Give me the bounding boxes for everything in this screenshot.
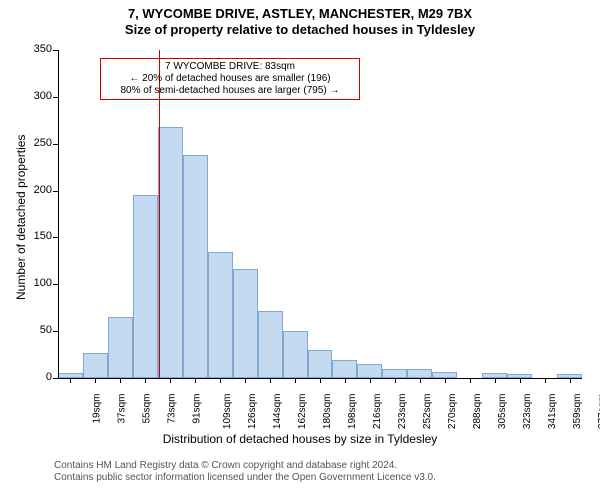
chart-title-line1: 7, WYCOMBE DRIVE, ASTLEY, MANCHESTER, M2… [0,6,600,21]
histogram-bar [233,269,258,378]
x-tick [245,378,246,383]
x-tick-label: 323sqm [522,394,533,430]
annotation-box: 7 WYCOMBE DRIVE: 83sqm ← 20% of detached… [100,58,360,100]
histogram-bar [283,331,308,378]
x-tick-label: 359sqm [572,394,583,430]
histogram-bar [407,369,432,378]
footer-line1: Contains HM Land Registry data © Crown c… [54,460,436,472]
x-tick [470,378,471,383]
x-tick [570,378,571,383]
y-axis-line [58,50,59,378]
x-tick-label: 305sqm [497,394,508,430]
histogram-bar [108,317,133,378]
x-tick [270,378,271,383]
x-tick [545,378,546,383]
histogram-bar [382,369,407,378]
x-tick [145,378,146,383]
x-tick-label: 377sqm [597,394,600,430]
x-tick [170,378,171,383]
x-tick [70,378,71,383]
x-tick-label: 162sqm [297,394,308,430]
annotation-line2: ← 20% of detached houses are smaller (19… [105,73,355,85]
y-tick-label: 0 [22,371,52,383]
histogram-bar [332,360,357,378]
x-tick-label: 198sqm [347,394,358,430]
x-tick [120,378,121,383]
x-tick-label: 73sqm [167,394,178,424]
x-tick [495,378,496,383]
y-axis-label: Number of detached properties [14,135,28,300]
annotation-line1: 7 WYCOMBE DRIVE: 83sqm [105,61,355,73]
x-tick-label: 144sqm [272,394,283,430]
histogram-bar [158,127,183,378]
histogram-bar [357,364,382,378]
histogram-bar [258,311,283,378]
x-tick-label: 252sqm [422,394,433,430]
y-tick-label: 350 [22,43,52,55]
chart-container: { "chart": { "type": "histogram", "title… [0,0,600,500]
chart-title-line2: Size of property relative to detached ho… [0,22,600,37]
x-tick [295,378,296,383]
x-tick [95,378,96,383]
histogram-bar [183,155,208,378]
x-tick-label: 270sqm [447,394,458,430]
histogram-bar [133,195,158,378]
x-tick-label: 126sqm [247,394,258,430]
x-tick [395,378,396,383]
annotation-line3: 80% of semi-detached houses are larger (… [105,85,355,97]
y-tick-label: 300 [22,90,52,102]
x-tick [520,378,521,383]
x-tick-label: 109sqm [222,394,233,430]
x-tick-label: 233sqm [397,394,408,430]
x-tick [345,378,346,383]
x-tick-label: 341sqm [547,394,558,430]
histogram-bar [308,350,333,378]
x-tick-label: 180sqm [322,394,333,430]
x-tick [195,378,196,383]
x-tick-label: 19sqm [92,394,103,424]
histogram-bar [83,353,108,378]
histogram-bar [208,252,233,379]
x-tick [320,378,321,383]
x-tick-label: 91sqm [192,394,203,424]
x-tick [370,378,371,383]
x-tick [420,378,421,383]
y-tick-label: 50 [22,324,52,336]
footer-text: Contains HM Land Registry data © Crown c… [54,460,436,484]
x-tick [220,378,221,383]
x-tick [445,378,446,383]
x-axis-label: Distribution of detached houses by size … [0,432,600,446]
x-tick-label: 55sqm [142,394,153,424]
footer-line2: Contains public sector information licen… [54,472,436,484]
x-tick-label: 37sqm [117,394,128,424]
x-tick-label: 216sqm [372,394,383,430]
x-tick-label: 288sqm [472,394,483,430]
